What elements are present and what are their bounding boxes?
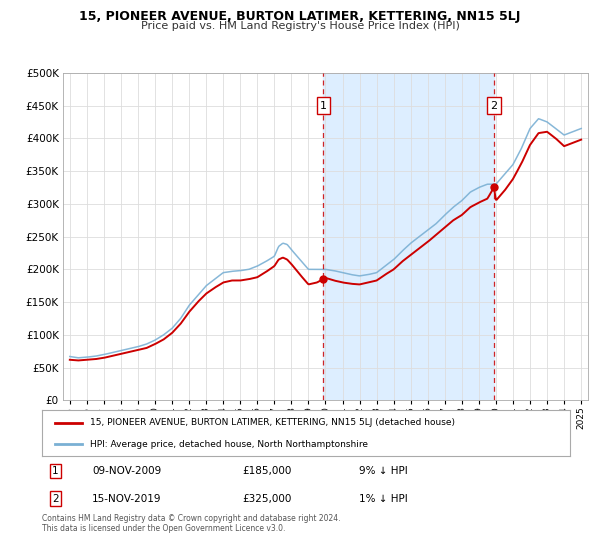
Bar bbox=[323, 73, 494, 400]
Text: £185,000: £185,000 bbox=[242, 466, 292, 476]
Text: 1: 1 bbox=[320, 101, 326, 110]
Text: HPI: Average price, detached house, North Northamptonshire: HPI: Average price, detached house, Nort… bbox=[89, 440, 368, 449]
Text: Price paid vs. HM Land Registry's House Price Index (HPI): Price paid vs. HM Land Registry's House … bbox=[140, 21, 460, 31]
Text: 15, PIONEER AVENUE, BURTON LATIMER, KETTERING, NN15 5LJ: 15, PIONEER AVENUE, BURTON LATIMER, KETT… bbox=[79, 10, 521, 23]
Text: 2: 2 bbox=[52, 494, 59, 504]
Text: £325,000: £325,000 bbox=[242, 494, 292, 504]
Text: Contains HM Land Registry data © Crown copyright and database right 2024.
This d: Contains HM Land Registry data © Crown c… bbox=[42, 514, 341, 534]
Text: 15-NOV-2019: 15-NOV-2019 bbox=[92, 494, 161, 504]
Text: 1: 1 bbox=[52, 466, 59, 476]
Text: 1% ↓ HPI: 1% ↓ HPI bbox=[359, 494, 407, 504]
Text: 09-NOV-2009: 09-NOV-2009 bbox=[92, 466, 161, 476]
Text: 2: 2 bbox=[490, 101, 497, 110]
Text: 15, PIONEER AVENUE, BURTON LATIMER, KETTERING, NN15 5LJ (detached house): 15, PIONEER AVENUE, BURTON LATIMER, KETT… bbox=[89, 418, 455, 427]
Text: 9% ↓ HPI: 9% ↓ HPI bbox=[359, 466, 407, 476]
